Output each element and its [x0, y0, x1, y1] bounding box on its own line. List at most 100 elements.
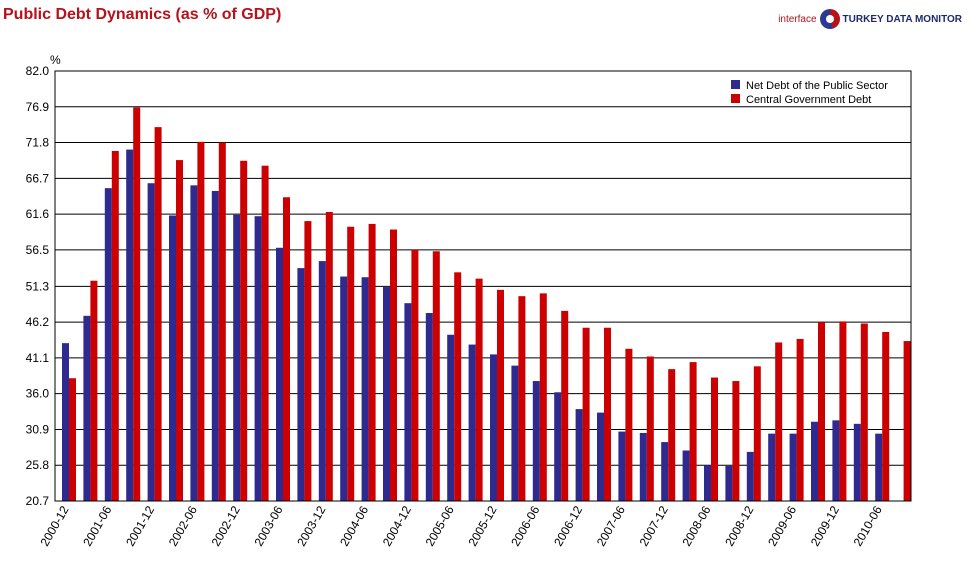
bar-net-debt	[383, 287, 390, 501]
bar-central-debt	[775, 342, 783, 501]
bar-net-debt	[597, 412, 604, 501]
x-tick-label: 2001-12	[123, 503, 157, 548]
bar-net-debt	[233, 214, 241, 502]
bar-net-debt	[297, 268, 305, 501]
bar-central-debt	[818, 322, 825, 501]
bar-net-debt	[447, 334, 455, 501]
bar-central-debt	[240, 160, 248, 501]
bars-layer	[62, 107, 911, 502]
bar-net-debt	[554, 392, 562, 501]
x-tick-label: 2000-12	[37, 503, 71, 548]
legend-label: Central Government Debt	[746, 94, 871, 106]
y-tick-label: 66.7	[26, 171, 50, 185]
x-tick-label: 2010-06	[851, 503, 885, 548]
bar-central-debt	[133, 107, 141, 501]
bar-central-debt	[176, 160, 183, 501]
legend-swatch	[731, 94, 740, 103]
bar-central-debt	[368, 223, 376, 502]
y-tick-label: 41.1	[26, 351, 50, 365]
bar-central-debt	[668, 369, 676, 501]
y-tick-label: 25.8	[26, 458, 50, 472]
bar-net-debt	[639, 432, 647, 501]
y-tick-label: 76.9	[26, 100, 50, 114]
bar-net-debt	[575, 409, 583, 501]
x-tick-label: 2009-06	[765, 503, 799, 548]
y-axis-unit: %	[50, 53, 61, 67]
bar-central-debt	[197, 141, 205, 502]
bar-central-debt	[261, 165, 269, 501]
legend-swatch	[731, 80, 740, 89]
plot-frame	[54, 70, 912, 502]
bar-central-debt	[625, 348, 633, 501]
bar-net-debt	[276, 247, 283, 501]
bar-net-debt	[511, 365, 519, 501]
x-tick-label: 2009-12	[808, 503, 842, 548]
bar-central-debt	[347, 226, 355, 501]
x-tick-label: 2006-06	[508, 503, 542, 548]
bar-central-debt	[753, 366, 761, 501]
bar-net-debt	[789, 433, 797, 501]
x-tick-label: 2002-12	[209, 503, 243, 548]
bar-central-debt	[283, 197, 290, 501]
bar-net-debt	[83, 315, 91, 501]
bar-net-debt	[126, 149, 134, 501]
grid-layer	[55, 70, 911, 502]
x-tick-label: 2001-06	[80, 503, 114, 548]
y-tick-label: 20.7	[26, 494, 50, 508]
bar-central-debt	[111, 150, 119, 501]
bar-central-debt	[539, 293, 547, 501]
bar-net-debt	[190, 185, 198, 502]
bar-central-debt	[604, 327, 611, 501]
y-tick-label: 82.0	[26, 64, 50, 78]
bar-net-debt	[361, 277, 369, 501]
bar-net-debt	[254, 216, 262, 501]
bar-central-debt	[582, 327, 590, 501]
y-tick-label: 56.5	[26, 243, 50, 257]
bar-net-debt	[211, 190, 219, 502]
bar-central-debt	[304, 221, 312, 501]
bar-net-debt	[404, 303, 412, 501]
bar-net-debt	[490, 354, 497, 501]
x-tick-label: 2003-06	[251, 503, 285, 548]
bar-net-debt	[340, 276, 348, 501]
bar-net-debt	[725, 465, 733, 501]
bar-net-debt	[704, 465, 711, 501]
bar-net-debt	[618, 431, 626, 501]
bar-central-debt	[860, 323, 868, 501]
bar-net-debt	[768, 433, 776, 501]
bar-central-debt	[561, 310, 569, 501]
bar-net-debt	[169, 215, 176, 501]
y-tick-label: 71.8	[26, 136, 50, 150]
chart-title: Public Debt Dynamics (as % of GDP)	[3, 6, 282, 23]
bar-net-debt	[853, 423, 861, 501]
x-tick-label: 2003-12	[294, 503, 328, 548]
bar-central-debt	[518, 296, 526, 501]
x-tick-label: 2007-06	[594, 503, 628, 548]
bar-central-debt	[796, 338, 804, 501]
bar-central-debt	[711, 377, 718, 501]
bar-central-debt	[839, 321, 847, 501]
bar-central-debt	[454, 272, 462, 501]
bar-central-debt	[646, 356, 654, 501]
legend-label: Net Debt of the Public Sector	[746, 80, 888, 92]
bar-net-debt	[425, 313, 433, 501]
bar-central-debt	[218, 142, 226, 502]
bar-central-debt	[411, 249, 419, 501]
bar-net-debt	[104, 188, 112, 501]
x-tick-label: 2007-12	[637, 503, 671, 548]
bar-central-debt	[432, 251, 440, 501]
x-tick-label: 2004-12	[380, 503, 414, 548]
bar-central-debt	[732, 381, 740, 501]
y-tick-label: 36.0	[26, 387, 50, 401]
bar-net-debt	[832, 420, 840, 501]
bar-net-debt	[811, 421, 818, 501]
bar-net-debt	[746, 451, 754, 501]
brand-prefix: interface	[778, 13, 817, 25]
bar-net-debt	[468, 344, 476, 501]
y-tick-label: 61.6	[26, 207, 50, 221]
y-tick-label: 46.2	[26, 315, 50, 329]
x-tick-label: 2008-06	[679, 503, 713, 548]
bar-central-debt	[475, 278, 483, 501]
bar-central-debt	[497, 289, 504, 501]
